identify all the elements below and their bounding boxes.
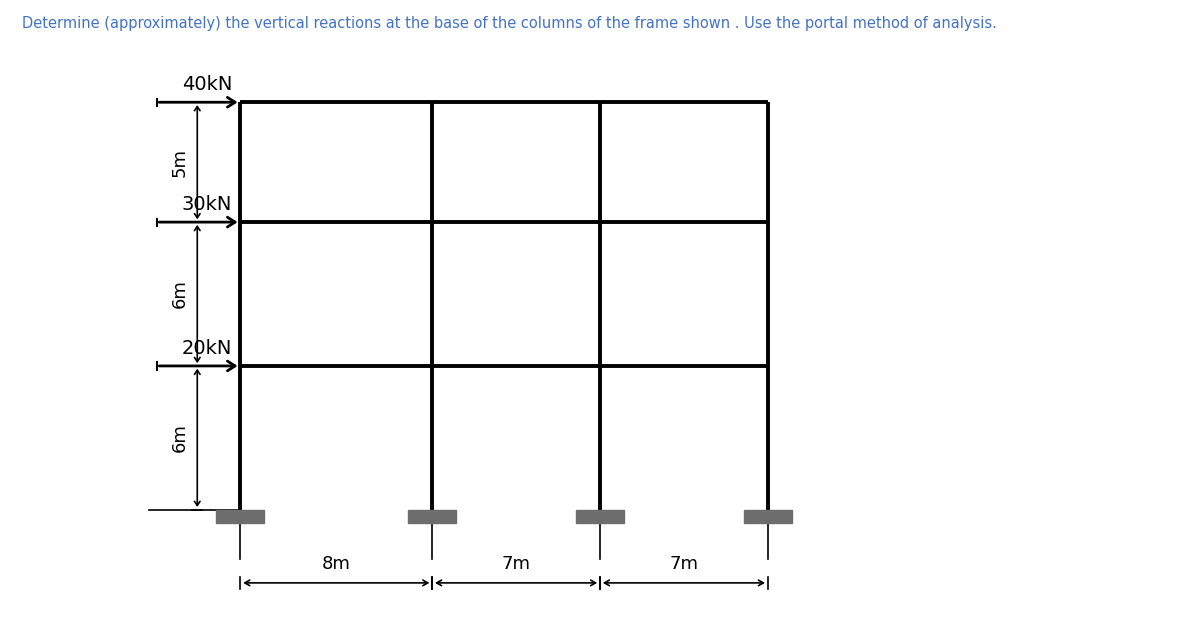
- Text: 6m: 6m: [170, 280, 188, 308]
- Text: 7m: 7m: [502, 555, 530, 573]
- Text: 5m: 5m: [170, 148, 188, 177]
- Text: 30kN: 30kN: [181, 195, 232, 213]
- Bar: [216, 510, 264, 523]
- Text: 20kN: 20kN: [181, 339, 232, 358]
- Bar: [408, 510, 456, 523]
- Text: 8m: 8m: [322, 555, 350, 573]
- Text: 7m: 7m: [670, 555, 698, 573]
- Text: 40kN: 40kN: [181, 75, 232, 94]
- Bar: [576, 510, 624, 523]
- Text: 6m: 6m: [170, 424, 188, 452]
- Bar: [744, 510, 792, 523]
- Text: Determine (approximately) the vertical reactions at the base of the columns of t: Determine (approximately) the vertical r…: [22, 16, 996, 31]
